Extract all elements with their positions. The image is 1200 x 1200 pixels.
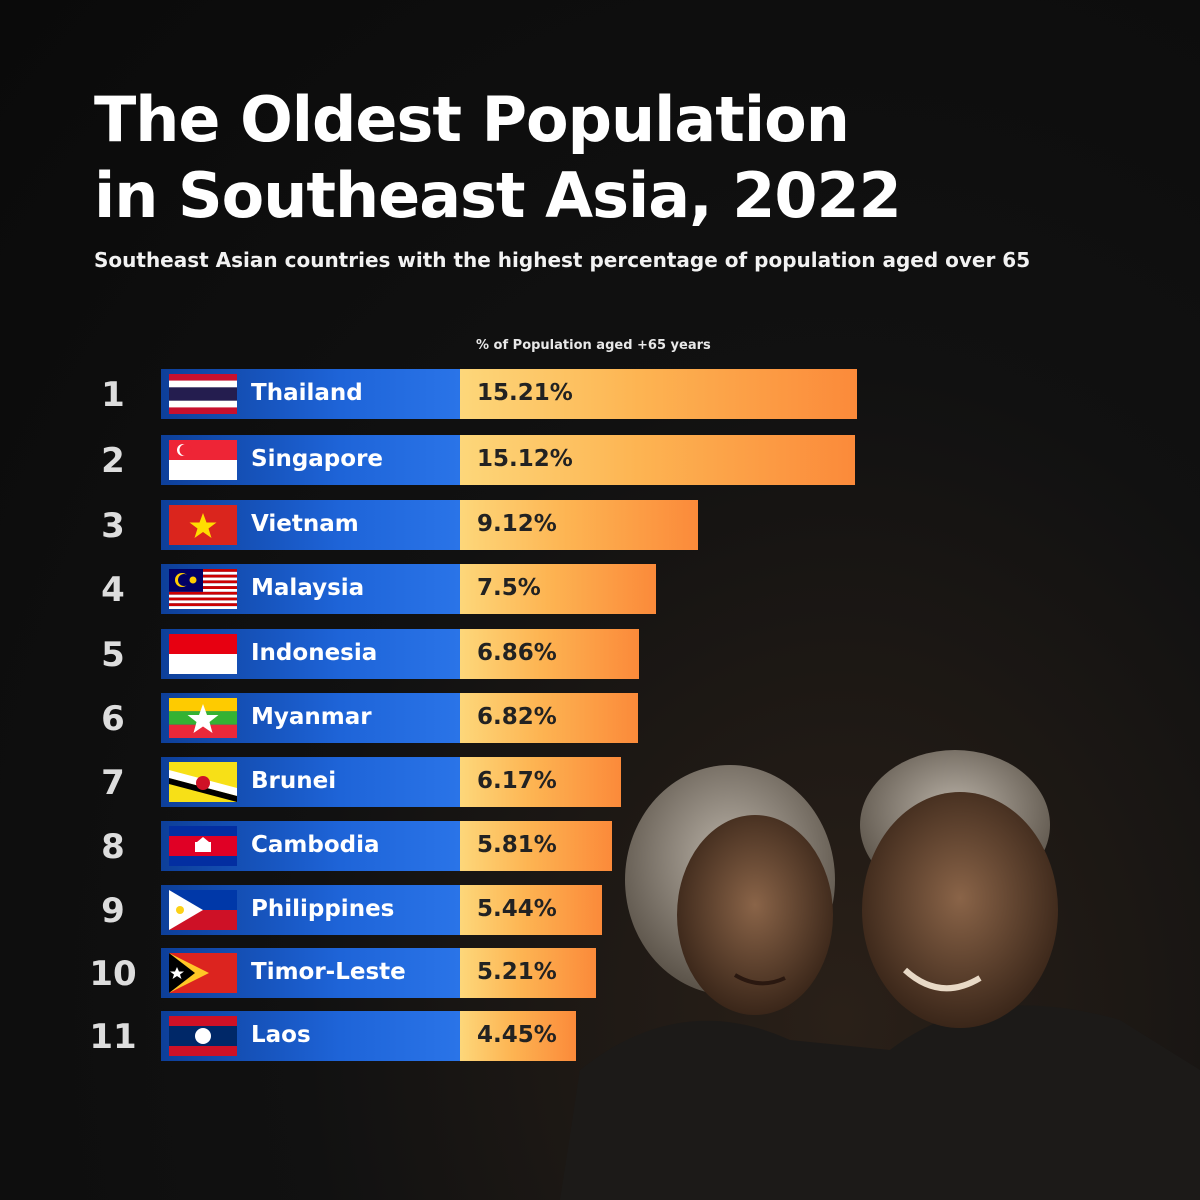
country-label: Cambodia	[251, 832, 380, 858]
bar-row: 11 Laos 4.45%	[0, 1011, 1200, 1061]
bar	[460, 435, 855, 485]
bar	[460, 757, 622, 807]
rank-label: 7	[101, 763, 125, 803]
flag-icon	[169, 826, 237, 866]
country-label-box: Timor-Leste	[161, 948, 460, 998]
rank-label: 9	[101, 891, 125, 931]
bar-row: 3 Vietnam 9.12%	[0, 500, 1200, 550]
bar-row: 4 Malaysia 7.5%	[0, 564, 1200, 614]
bar	[460, 564, 656, 614]
rank-label: 2	[101, 441, 125, 481]
flag-icon	[169, 505, 237, 545]
flag-icon	[169, 569, 237, 609]
country-label: Indonesia	[251, 640, 378, 666]
bar	[460, 948, 596, 998]
bar	[460, 821, 612, 871]
country-label: Laos	[251, 1022, 311, 1048]
value-label: 6.17%	[477, 768, 557, 794]
value-label: 15.12%	[477, 446, 573, 472]
bar-row: 1 Thailand 15.21%	[0, 369, 1200, 419]
value-label: 6.86%	[477, 640, 557, 666]
country-label-box: Laos	[161, 1011, 460, 1061]
value-label: 15.21%	[477, 380, 573, 406]
value-label: 6.82%	[477, 704, 557, 730]
bar-row: 5 Indonesia 6.86%	[0, 629, 1200, 679]
country-label-box: Myanmar	[161, 693, 460, 743]
bar	[460, 1011, 577, 1061]
country-label: Myanmar	[251, 704, 372, 730]
flag-icon	[169, 890, 237, 930]
country-label-box: Brunei	[161, 757, 460, 807]
value-label: 9.12%	[477, 511, 557, 537]
country-label-box: Cambodia	[161, 821, 460, 871]
title-line-1: The Oldest Population	[94, 83, 850, 156]
country-label: Vietnam	[251, 511, 359, 537]
country-label-box: Indonesia	[161, 629, 460, 679]
bar	[460, 629, 640, 679]
flag-icon	[169, 374, 237, 414]
country-label: Singapore	[251, 446, 384, 472]
rank-label: 5	[101, 635, 125, 675]
bar	[460, 885, 602, 935]
flag-icon	[169, 698, 237, 738]
chart-subtitle: Southeast Asian countries with the highe…	[94, 248, 1031, 272]
country-label: Malaysia	[251, 575, 365, 601]
value-label: 7.5%	[477, 575, 541, 601]
elderly-couple-photo	[560, 750, 1200, 1200]
country-label-box: Malaysia	[161, 564, 460, 614]
title-line-2: in Southeast Asia, 2022	[94, 159, 902, 232]
country-label-box: Philippines	[161, 885, 460, 935]
country-label-box: Thailand	[161, 369, 460, 419]
bar-row: 8 Cambodia 5.81%	[0, 821, 1200, 871]
rank-label: 10	[89, 954, 137, 994]
bar	[460, 500, 699, 550]
flag-icon	[169, 953, 237, 993]
country-label: Philippines	[251, 896, 395, 922]
bar-row: 9 Philippines 5.44%	[0, 885, 1200, 935]
country-label: Timor-Leste	[251, 959, 406, 985]
flag-icon	[169, 634, 237, 674]
flag-icon	[169, 440, 237, 480]
value-label: 5.44%	[477, 896, 557, 922]
country-label: Brunei	[251, 768, 337, 794]
rank-label: 3	[101, 506, 125, 546]
country-label-box: Vietnam	[161, 500, 460, 550]
rank-label: 1	[101, 375, 125, 415]
rank-label: 6	[101, 699, 125, 739]
country-label-box: Singapore	[161, 435, 460, 485]
rank-label: 8	[101, 827, 125, 867]
flag-icon	[169, 762, 237, 802]
value-label: 5.81%	[477, 832, 557, 858]
bar	[460, 369, 857, 419]
rank-label: 11	[89, 1017, 137, 1057]
bar-row: 6 Myanmar 6.82%	[0, 693, 1200, 743]
value-label: 4.45%	[477, 1022, 557, 1048]
bar-row: 10 Timor-Leste 5.21%	[0, 948, 1200, 998]
country-label: Thailand	[251, 380, 363, 406]
value-label: 5.21%	[477, 959, 557, 985]
bar-row: 7 Brunei 6.17%	[0, 757, 1200, 807]
chart-title: The Oldest Population in Southeast Asia,…	[94, 82, 902, 234]
rank-label: 4	[101, 570, 125, 610]
flag-icon	[169, 1016, 237, 1056]
bar-row: 2 Singapore 15.12%	[0, 435, 1200, 485]
bar	[460, 693, 638, 743]
axis-label: % of Population aged +65 years	[476, 338, 711, 353]
